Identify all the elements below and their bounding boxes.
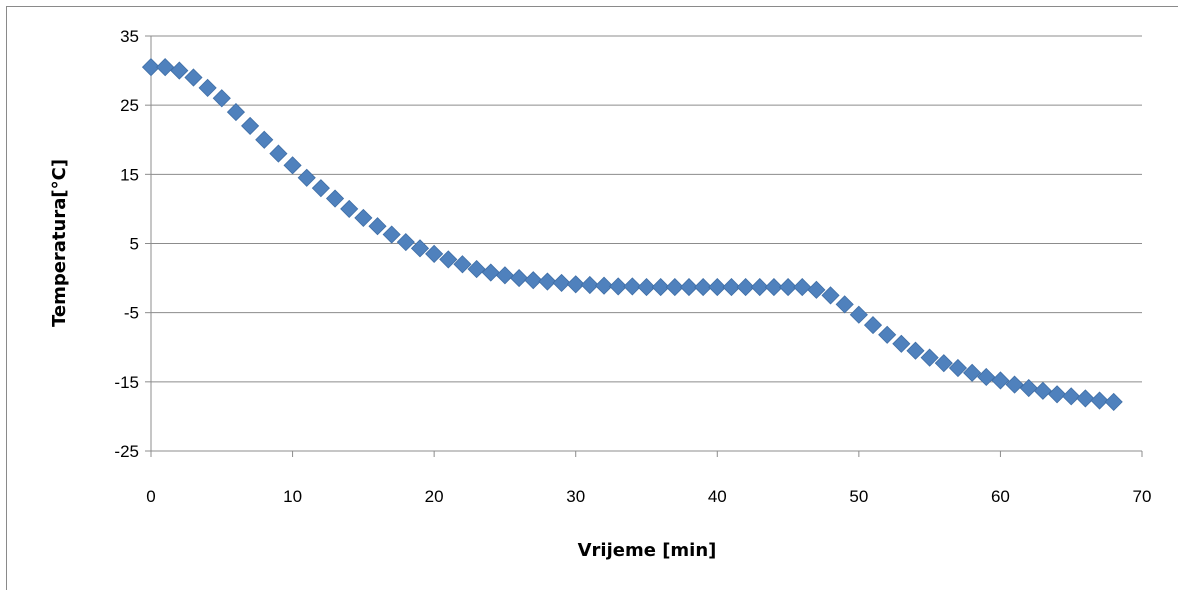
data-point xyxy=(977,367,996,387)
data-point xyxy=(410,239,430,258)
data-point xyxy=(1019,378,1038,398)
y-tick-label: 15 xyxy=(120,165,139,184)
data-points xyxy=(141,58,1123,411)
data-point xyxy=(425,244,444,263)
data-point xyxy=(793,278,812,297)
data-point xyxy=(255,130,274,149)
data-point xyxy=(156,58,175,77)
data-point xyxy=(679,278,699,297)
data-point xyxy=(821,286,840,305)
data-point xyxy=(368,217,387,236)
data-point xyxy=(708,278,727,297)
data-point xyxy=(849,305,868,324)
data-point xyxy=(198,78,217,97)
data-point xyxy=(524,271,543,290)
y-tick-label: 35 xyxy=(120,27,139,46)
data-point xyxy=(694,278,713,297)
data-point xyxy=(623,277,642,296)
data-point xyxy=(750,278,769,297)
data-point xyxy=(637,278,656,297)
data-point xyxy=(1005,375,1024,394)
data-point xyxy=(453,255,472,274)
data-point xyxy=(340,199,359,218)
data-point xyxy=(835,295,854,314)
y-tick-label: 25 xyxy=(120,96,139,115)
data-point xyxy=(1062,387,1081,406)
data-point xyxy=(779,278,798,297)
data-point xyxy=(906,341,925,360)
gridlines xyxy=(151,35,1142,383)
y-tick-label: 5 xyxy=(130,235,139,254)
y-axis-title: Temperatura[°C] xyxy=(49,159,70,327)
data-point xyxy=(325,189,345,208)
x-tick-label: 40 xyxy=(708,487,727,506)
chart-frame xyxy=(6,6,1178,590)
y-tick-label: -15 xyxy=(114,373,139,392)
data-point xyxy=(141,58,161,77)
data-point xyxy=(1047,385,1067,404)
data-point xyxy=(594,276,614,295)
y-tick-label: -5 xyxy=(124,304,139,323)
x-tick-label: 30 xyxy=(566,487,585,506)
data-point xyxy=(963,363,982,382)
data-point xyxy=(580,275,599,295)
data-point xyxy=(878,325,897,344)
axes xyxy=(145,35,1143,457)
data-point xyxy=(665,278,684,297)
y-tick-label: -25 xyxy=(114,442,139,461)
x-tick-label: 0 xyxy=(146,487,155,506)
x-tick-label: 60 xyxy=(991,487,1010,506)
data-point xyxy=(481,263,500,282)
data-point xyxy=(892,334,911,353)
data-point xyxy=(226,103,246,122)
data-point xyxy=(807,280,826,299)
data-point xyxy=(538,272,557,291)
data-point xyxy=(948,358,968,378)
data-point xyxy=(1104,392,1123,411)
data-point xyxy=(495,266,514,285)
data-point xyxy=(1076,389,1095,408)
x-tick-label: 20 xyxy=(425,487,444,506)
data-point xyxy=(311,179,330,198)
data-point xyxy=(991,371,1010,390)
x-tick-label: 50 xyxy=(849,487,868,506)
data-point xyxy=(382,225,401,244)
data-point xyxy=(241,116,260,135)
data-point xyxy=(212,89,231,108)
y-tick-labels: -25 -15 -5 5 15 25 35 xyxy=(114,27,139,461)
data-point xyxy=(354,208,373,227)
data-point xyxy=(934,354,953,373)
data-point xyxy=(863,316,883,335)
data-point xyxy=(269,144,288,163)
x-tick-label: 10 xyxy=(283,487,302,506)
data-point xyxy=(170,61,189,80)
data-point xyxy=(609,277,628,296)
data-point xyxy=(1033,381,1052,400)
data-point xyxy=(722,278,741,297)
data-point xyxy=(439,250,458,269)
data-point xyxy=(184,68,203,87)
data-point xyxy=(920,348,939,367)
data-point xyxy=(467,260,486,279)
data-point xyxy=(510,269,529,288)
data-point xyxy=(1090,391,1109,410)
x-axis-title: Vrijeme [min] xyxy=(578,540,717,561)
data-point xyxy=(283,156,302,175)
data-point xyxy=(764,278,783,297)
data-point xyxy=(651,278,670,297)
x-tick-labels: 0 10 20 30 40 50 60 70 xyxy=(146,487,1151,506)
x-tick-label: 70 xyxy=(1133,487,1152,506)
data-point xyxy=(736,278,755,297)
data-point xyxy=(566,275,585,294)
data-point xyxy=(552,273,571,292)
data-point xyxy=(396,233,415,252)
data-point xyxy=(297,168,316,187)
